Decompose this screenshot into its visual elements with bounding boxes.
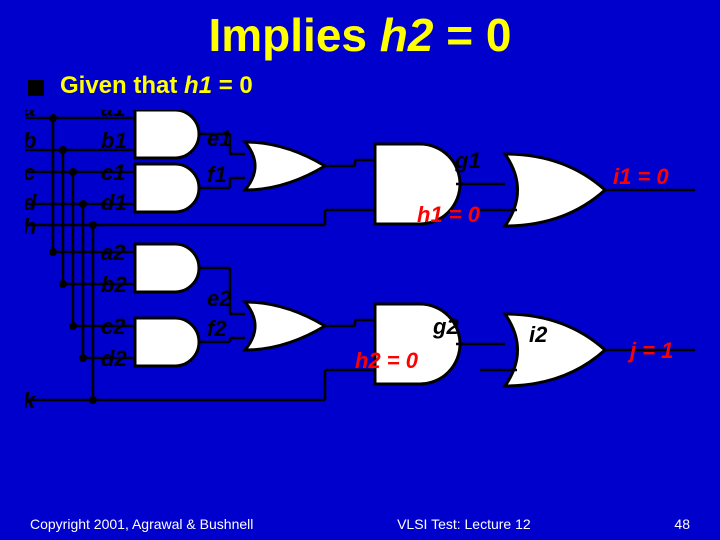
- given-prefix: Given that: [60, 72, 184, 99]
- label-i2: i2: [529, 322, 548, 347]
- label-c2: c2: [101, 314, 126, 339]
- given-italic: h1: [184, 72, 212, 99]
- footer-page: 48: [674, 516, 690, 532]
- label-a1: a1: [101, 110, 125, 121]
- label-e2: e2: [207, 286, 232, 311]
- label-jeq: j = 1: [627, 338, 673, 363]
- label-g2: g2: [432, 314, 459, 339]
- label-e1: e1: [207, 126, 231, 151]
- label-i1eq: i1 = 0: [613, 164, 669, 189]
- footer-lecture: VLSI Test: Lecture 12: [397, 516, 531, 532]
- label-d2: d2: [101, 346, 127, 371]
- given-suffix: = 0: [212, 72, 253, 99]
- label-b: b: [25, 128, 36, 153]
- label-c1: c1: [101, 160, 125, 185]
- footer: Copyright 2001, Agrawal & Bushnell VLSI …: [30, 516, 690, 532]
- title-prefix: Implies: [209, 9, 380, 61]
- circuit-diagram: a b c d h k a1 b1 c1 d1 a2 b2 c2 d2 e1 f…: [25, 110, 695, 490]
- title-suffix: = 0: [433, 9, 511, 61]
- title-italic: h2: [380, 9, 434, 61]
- label-f1: f1: [207, 162, 227, 187]
- label-k: k: [25, 388, 37, 413]
- label-b2: b2: [101, 272, 127, 297]
- footer-copyright: Copyright 2001, Agrawal & Bushnell: [30, 516, 253, 532]
- bullet-square: [28, 80, 44, 96]
- label-a: a: [25, 110, 35, 121]
- label-g1: g1: [454, 148, 481, 173]
- label-f2: f2: [207, 316, 227, 341]
- label-d1: d1: [101, 190, 127, 215]
- label-h1eq: h1 = 0: [417, 202, 481, 227]
- given-text: Given that h1 = 0: [60, 72, 253, 100]
- label-a2: a2: [101, 240, 126, 265]
- slide-title: Implies h2 = 0: [0, 8, 720, 62]
- label-c: c: [25, 160, 35, 185]
- label-h2eq: h2 = 0: [355, 348, 419, 373]
- label-h: h: [25, 214, 36, 239]
- label-b1: b1: [101, 128, 127, 153]
- label-d: d: [25, 190, 37, 215]
